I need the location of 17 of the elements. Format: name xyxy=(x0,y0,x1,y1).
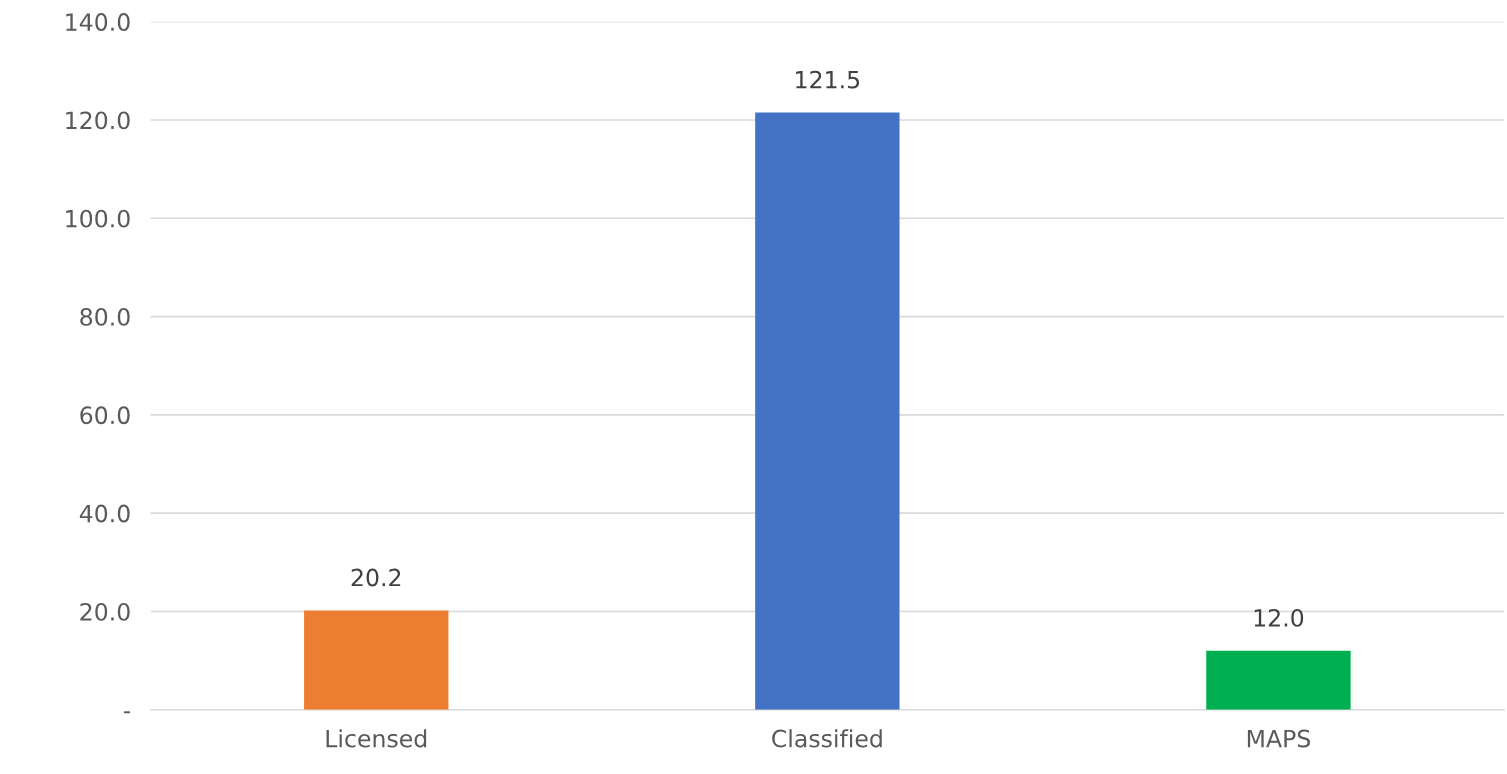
data-label: 12.0 xyxy=(1254,608,1304,627)
x-tick-label: MAPS xyxy=(1247,729,1310,748)
bar xyxy=(304,610,449,710)
y-tick-label: 80.0 xyxy=(80,308,130,326)
y-tick-label: 40.0 xyxy=(79,504,130,523)
y-tick-label: 20.0 xyxy=(80,602,130,621)
data-label: 121.5 xyxy=(796,70,860,89)
data-label: 20.2 xyxy=(351,568,401,587)
y-tick-label: 140.0 xyxy=(66,13,130,31)
x-tick-label: Licensed xyxy=(326,729,427,748)
y-tick-label: - xyxy=(123,711,131,714)
bar xyxy=(755,112,900,710)
y-tick-label: 60.0 xyxy=(80,406,130,425)
bar xyxy=(1206,650,1351,710)
x-tick-label: Classified xyxy=(772,729,882,748)
y-tick-label: 120.0 xyxy=(66,111,130,130)
y-tick-label: 100.0 xyxy=(66,209,130,228)
